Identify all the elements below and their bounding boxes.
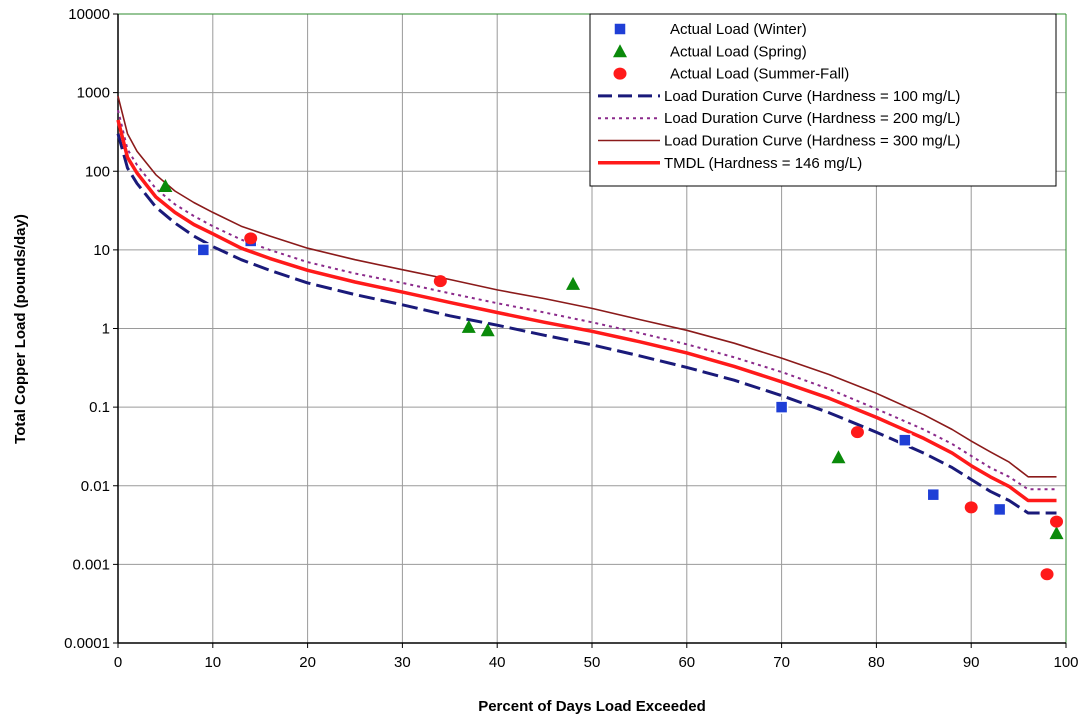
data-point-circle <box>1050 515 1064 528</box>
data-point-triangle <box>566 276 581 290</box>
y-tick-label: 1 <box>102 321 110 338</box>
x-axis-title: Percent of Days Load Exceeded <box>478 698 706 715</box>
series-line-1 <box>117 109 1057 491</box>
x-tick-label: 100 <box>1053 654 1078 671</box>
data-point-square <box>926 487 941 502</box>
legend-label-3: Load Duration Curve (Hardness = 100 mg/L… <box>664 88 960 105</box>
data-point-circle <box>244 232 258 245</box>
data-point-circle <box>964 501 978 514</box>
data-point-square <box>774 400 789 414</box>
data-point-circle <box>433 275 447 288</box>
x-tick-label: 80 <box>868 654 885 671</box>
data-point-circle <box>850 426 864 439</box>
data-point-square <box>898 433 912 447</box>
legend-box <box>589 13 1057 187</box>
y-tick-label: 100 <box>85 163 110 180</box>
y-tick-label: 0.0001 <box>64 635 110 652</box>
legend-label-4: Load Duration Curve (Hardness = 200 mg/L… <box>664 110 960 127</box>
x-tick-label: 90 <box>963 654 980 671</box>
data-point-triangle <box>461 319 476 333</box>
legend-label-0: Actual Load (Winter) <box>670 21 807 38</box>
markers <box>158 178 1064 581</box>
y-tick-label: 0.001 <box>72 556 110 573</box>
data-point-triangle <box>480 323 495 337</box>
y-tick-label: 0.01 <box>81 478 110 495</box>
x-tick-label: 70 <box>773 654 790 671</box>
x-tick-label: 0 <box>114 654 122 671</box>
y-tick-label: 0.1 <box>89 399 110 416</box>
x-tick-label: 40 <box>489 654 506 671</box>
legend-swatch-2 <box>613 67 627 80</box>
x-tick-label: 30 <box>394 654 411 671</box>
series-line-0 <box>116 133 1057 515</box>
x-tick-labels: 0 10 20 30 40 50 60 70 80 90 100 <box>114 643 1079 671</box>
y-tick-label: 1000 <box>77 85 110 102</box>
x-tick-label: 20 <box>299 654 316 671</box>
x-tick-label: 10 <box>204 654 221 671</box>
series-line-2 <box>117 96 1057 478</box>
legend-label-1: Actual Load (Spring) <box>670 43 807 60</box>
legend-label-2: Actual Load (Summer-Fall) <box>670 66 849 83</box>
curves <box>116 96 1057 515</box>
series-line-3 <box>116 119 1057 503</box>
x-tick-label: 60 <box>678 654 695 671</box>
y-tick-label: 10000 <box>68 6 110 23</box>
legend-swatch-1 <box>613 44 627 58</box>
data-point-triangle <box>831 450 846 464</box>
data-point-square <box>196 243 211 257</box>
legend: Actual Load (Winter) Actual Load (Spring)… <box>589 13 1057 187</box>
y-tick-label: 10 <box>93 242 110 259</box>
y-tick-labels: 0.0001 0.001 0.01 0.1 1 10 100 1000 10000 <box>64 6 118 652</box>
y-axis-title: Total Copper Load (pounds/day) <box>12 214 29 444</box>
legend-label-6: TMDL (Hardness = 146 mg/L) <box>664 155 862 172</box>
x-tick-label: 50 <box>584 654 601 671</box>
data-point-square <box>992 502 1007 517</box>
data-point-triangle <box>158 178 173 192</box>
data-point-circle <box>1040 568 1054 581</box>
legend-swatch-0 <box>613 22 627 36</box>
legend-label-5: Load Duration Curve (Hardness = 300 mg/L… <box>664 133 960 150</box>
data-point-triangle <box>1049 526 1064 540</box>
